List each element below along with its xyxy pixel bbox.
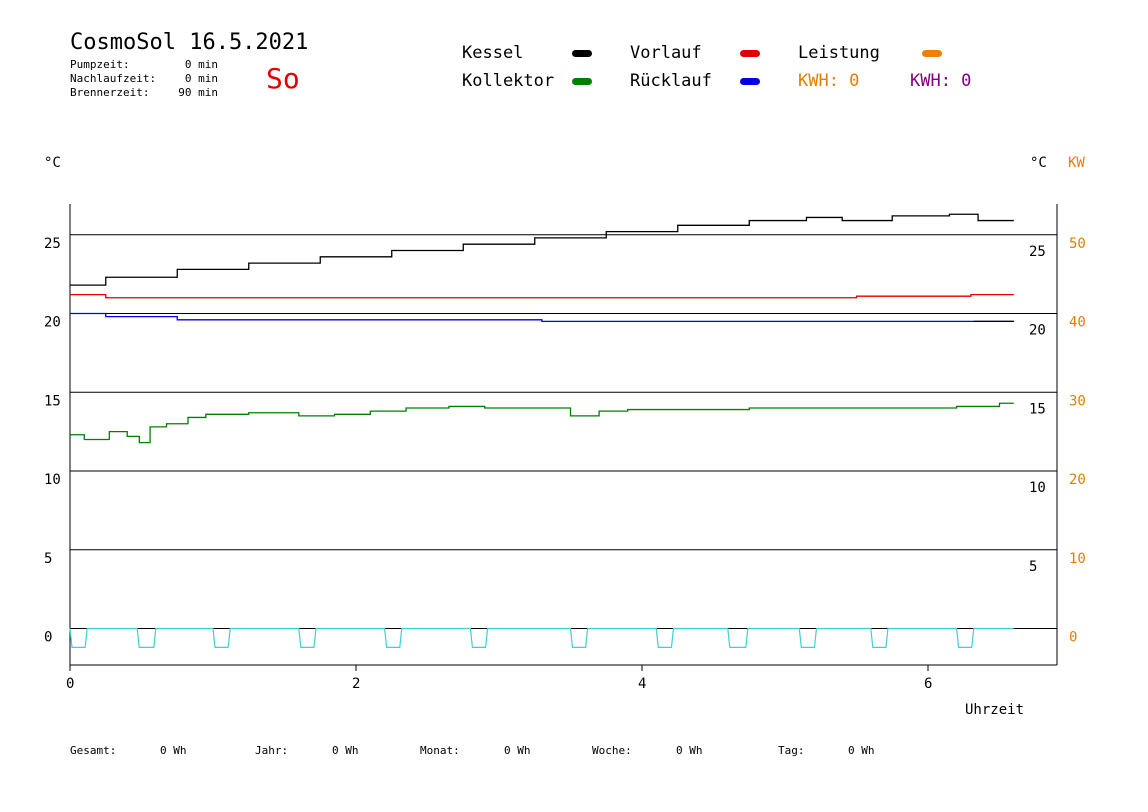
stat-pumpzeit-label: Pumpzeit: [70, 58, 130, 71]
y-tick-label-left: 0 [44, 630, 52, 646]
footer-jahr-label: Jahr: [255, 744, 289, 757]
footer-woche-label: Woche: [592, 744, 632, 757]
legend-label-vorlauf: Vorlauf [630, 43, 702, 63]
kwh-total-left: KWH: 0 [798, 71, 860, 91]
x-tick-label: 6 [924, 676, 932, 692]
legend-swatch-ruecklauf [740, 78, 760, 85]
y-axis-unit-right: °C [1030, 155, 1047, 171]
y-tick-label-kw: 50 [1069, 236, 1086, 252]
legend-swatch-kessel [572, 50, 592, 57]
legend-swatch-kollektor [572, 78, 592, 85]
footer-tag-value: 0 Wh [848, 744, 875, 757]
y-tick-label-left: 20 [44, 315, 61, 331]
y-tick-label-left: 25 [44, 236, 61, 252]
x-tick-label: 2 [352, 676, 360, 692]
y-axis-unit-left: °C [44, 155, 61, 171]
y-tick-label-right: 25 [1029, 244, 1046, 260]
series-line-kessel [70, 213, 1014, 286]
footer-monat-value: 0 Wh [504, 744, 531, 757]
legend-label-kollektor: Kollektor [462, 71, 555, 91]
y-tick-label-left: 5 [44, 551, 52, 567]
y-tick-label-right: 10 [1029, 480, 1046, 496]
legend-label-ruecklauf: Rücklauf [630, 71, 712, 91]
footer-gesamt-label: Gesamt: [70, 744, 117, 757]
series-line-kollektor [70, 402, 1014, 444]
x-tick-label: 4 [638, 676, 646, 692]
stat-pumpzeit-value: 0 min [184, 58, 218, 71]
y-tick-label-right: 5 [1029, 559, 1037, 575]
series-line-leistung [69, 627, 1014, 648]
legend-label-leistung: Leistung [798, 43, 880, 63]
y-tick-label-kw: 20 [1069, 472, 1086, 488]
y-axis-unit-kw: KW [1068, 155, 1085, 171]
legend-label-kessel: Kessel [462, 43, 524, 63]
stat-nachlaufzeit-label: Nachlaufzeit: [70, 72, 157, 85]
stat-nachlaufzeit-value: 0 min [184, 72, 218, 85]
y-tick-label-kw: 30 [1069, 393, 1086, 409]
stat-brennerzeit-label: Brennerzeit: [70, 86, 150, 99]
series-line-vorlauf [70, 293, 1014, 299]
footer-tag-label: Tag: [778, 744, 805, 757]
y-tick-label-left: 10 [44, 472, 61, 488]
x-tick-label: 0 [66, 676, 74, 692]
kwh-total-right: KWH: 0 [910, 71, 972, 91]
footer-woche-value: 0 Wh [676, 744, 703, 757]
chart-title: CosmoSol 16.5.2021 [70, 30, 309, 55]
y-tick-label-kw: 40 [1069, 315, 1086, 331]
footer-monat-label: Monat: [420, 744, 460, 757]
weekday-label: So [266, 62, 300, 95]
series-line-ruecklauf [70, 312, 1014, 323]
x-axis-label: Uhrzeit [965, 702, 1024, 718]
y-tick-label-right: 15 [1029, 401, 1046, 417]
footer-jahr-value: 0 Wh [332, 744, 359, 757]
y-tick-label-right: 20 [1029, 323, 1046, 339]
footer-gesamt-value: 0 Wh [160, 744, 187, 757]
legend-swatch-leistung [922, 50, 942, 57]
stat-brennerzeit-value: 90 min [178, 86, 218, 99]
y-tick-label-kw: 0 [1069, 630, 1077, 646]
legend-swatch-vorlauf [740, 50, 760, 57]
y-tick-label-left: 15 [44, 393, 61, 409]
y-tick-label-kw: 10 [1069, 551, 1086, 567]
